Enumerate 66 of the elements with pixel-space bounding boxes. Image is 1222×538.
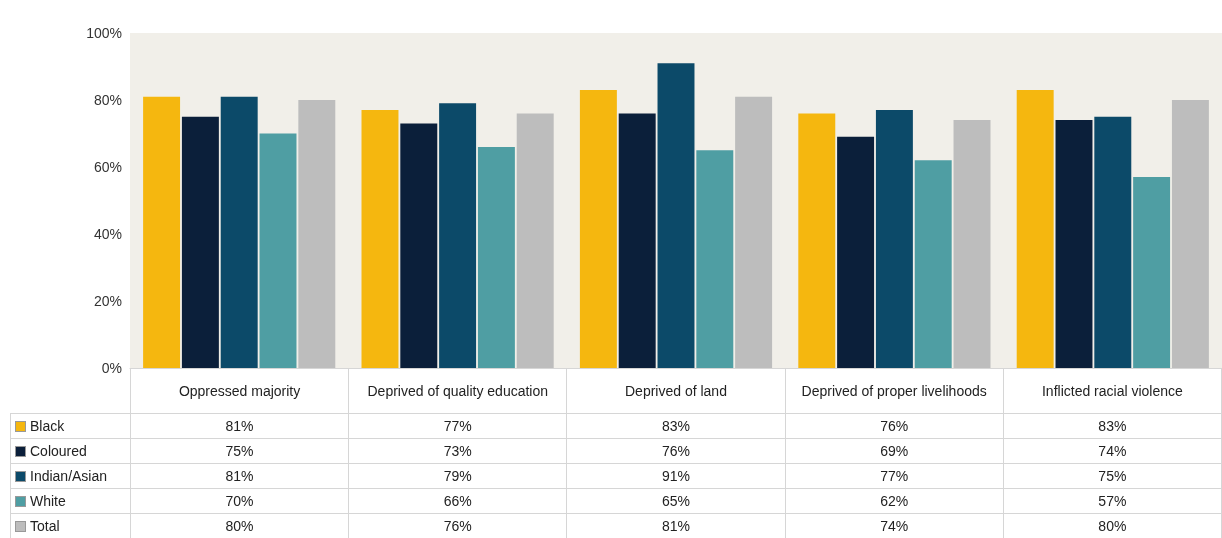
bar (181, 116, 219, 368)
data-label: 77% (348, 413, 567, 439)
legend-label: White (10, 488, 131, 514)
data-label: 62% (785, 488, 1004, 514)
data-label: 83% (1003, 413, 1222, 439)
bar (439, 103, 477, 368)
data-label: 74% (1003, 438, 1222, 464)
bar (1016, 89, 1054, 368)
x-tick-label: Inflicted racial violence (1003, 368, 1222, 414)
y-tick-label: 80% (93, 92, 122, 108)
bar (477, 146, 515, 368)
x-tick-label: Deprived of land (566, 368, 786, 414)
data-label: 66% (348, 488, 567, 514)
data-label: 81% (130, 413, 349, 439)
data-label: 65% (566, 488, 786, 514)
data-label: 80% (1003, 513, 1222, 538)
bar (1171, 100, 1209, 368)
bar (696, 150, 734, 368)
bar (220, 96, 258, 368)
data-label: 91% (566, 463, 786, 489)
data-label: 73% (348, 438, 567, 464)
data-label: 70% (130, 488, 349, 514)
y-tick-label: 40% (93, 226, 122, 242)
bar (657, 63, 695, 368)
bar (361, 110, 399, 368)
legend-label: Black (10, 413, 131, 439)
data-label: 81% (566, 513, 786, 538)
legend-label: Total (10, 513, 131, 538)
data-label: 57% (1003, 488, 1222, 514)
data-label: 79% (348, 463, 567, 489)
data-label: 76% (785, 413, 1004, 439)
bar (143, 96, 181, 368)
bar (259, 133, 297, 368)
y-tick-label: 20% (93, 293, 122, 309)
y-tick-label: 60% (93, 159, 122, 175)
data-label: 76% (348, 513, 567, 538)
data-label: 83% (566, 413, 786, 439)
legend-label: Indian/Asian (10, 463, 131, 489)
x-tick-label: Deprived of quality education (348, 368, 567, 414)
x-tick-label: Oppressed majority (130, 368, 349, 414)
data-label: 75% (1003, 463, 1222, 489)
data-label: 75% (130, 438, 349, 464)
bar (798, 113, 836, 368)
bar (579, 89, 617, 368)
data-label: 76% (566, 438, 786, 464)
data-label: 81% (130, 463, 349, 489)
bar (1094, 116, 1132, 368)
bar (735, 96, 773, 368)
bar (400, 123, 438, 368)
bar (298, 100, 336, 368)
bar (837, 136, 875, 368)
bar (516, 113, 554, 368)
y-tick-label: 100% (86, 25, 122, 41)
bar (1055, 120, 1093, 368)
bar (875, 110, 913, 368)
x-tick-label: Deprived of proper livelihoods (785, 368, 1004, 414)
bar (618, 113, 656, 368)
bar (914, 160, 952, 368)
data-label: 69% (785, 438, 1004, 464)
bar (1133, 177, 1171, 368)
data-label: 80% (130, 513, 349, 538)
legend-label: Coloured (10, 438, 131, 464)
bar (953, 120, 991, 368)
y-tick-label: 0% (101, 360, 122, 376)
data-label: 77% (785, 463, 1004, 489)
data-label: 74% (785, 513, 1004, 538)
